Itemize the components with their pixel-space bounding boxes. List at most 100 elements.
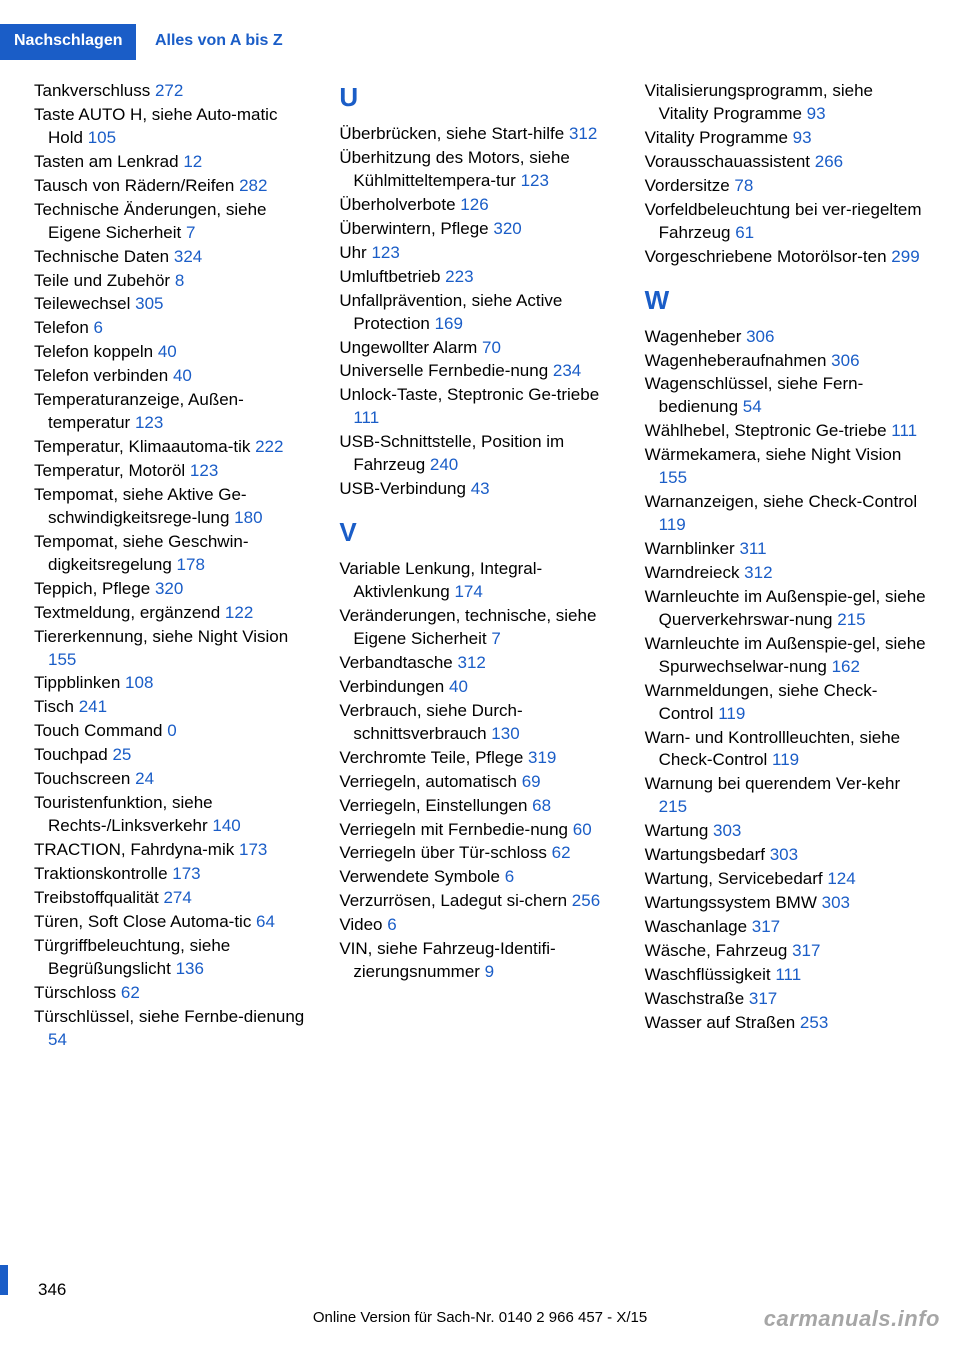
page-reference[interactable]: 60 (573, 820, 592, 839)
page-reference[interactable]: 317 (752, 917, 780, 936)
page-reference[interactable]: 173 (172, 864, 200, 883)
page-reference[interactable]: 6 (387, 915, 396, 934)
page-reference[interactable]: 93 (807, 104, 826, 123)
page-reference[interactable]: 317 (749, 989, 777, 1008)
page-reference[interactable]: 119 (772, 750, 799, 769)
page-reference[interactable]: 215 (659, 797, 687, 816)
page-reference[interactable]: 54 (743, 397, 762, 416)
page-reference[interactable]: 111 (353, 408, 379, 427)
page-reference[interactable]: 40 (158, 342, 177, 361)
page-reference[interactable]: 136 (176, 959, 204, 978)
page-reference[interactable]: 223 (445, 267, 473, 286)
page-reference[interactable]: 173 (239, 840, 267, 859)
index-entry: Wäsche, Fahrzeug 317 (645, 940, 926, 963)
page-reference[interactable]: 240 (430, 455, 458, 474)
page-reference[interactable]: 130 (491, 724, 519, 743)
page-reference[interactable]: 320 (155, 579, 183, 598)
page-reference[interactable]: 312 (744, 563, 772, 582)
page-reference[interactable]: 303 (770, 845, 798, 864)
page-reference[interactable]: 169 (435, 314, 463, 333)
page-reference[interactable]: 174 (454, 582, 482, 601)
page-reference[interactable]: 6 (505, 867, 514, 886)
page-reference[interactable]: 124 (827, 869, 855, 888)
page-reference[interactable]: 306 (746, 327, 774, 346)
page-reference[interactable]: 68 (532, 796, 551, 815)
page-reference[interactable]: 155 (659, 468, 687, 487)
page-reference[interactable]: 25 (112, 745, 131, 764)
page-reference[interactable]: 234 (553, 361, 581, 380)
page-reference[interactable]: 108 (125, 673, 153, 692)
page-reference[interactable]: 303 (713, 821, 741, 840)
page-reference[interactable]: 266 (815, 152, 843, 171)
index-entry: Türgriffbeleuchtung, siehe Begrüßungslic… (34, 935, 315, 981)
page-reference[interactable]: 274 (163, 888, 191, 907)
page-reference[interactable]: 7 (491, 629, 500, 648)
page-reference[interactable]: 12 (183, 152, 202, 171)
index-entry-text: Überholverbote (339, 195, 460, 214)
page-reference[interactable]: 126 (460, 195, 488, 214)
index-entry-text: Verbandtasche (339, 653, 457, 672)
page-reference[interactable]: 24 (135, 769, 154, 788)
page-reference[interactable]: 299 (891, 247, 919, 266)
page-reference[interactable]: 178 (177, 555, 205, 574)
page-reference[interactable]: 319 (528, 748, 556, 767)
page-reference[interactable]: 305 (135, 294, 163, 313)
page-reference[interactable]: 312 (569, 124, 597, 143)
page-reference[interactable]: 123 (521, 171, 549, 190)
page-reference[interactable]: 256 (572, 891, 600, 910)
page-reference[interactable]: 40 (449, 677, 468, 696)
page-reference[interactable]: 62 (552, 843, 571, 862)
page-reference[interactable]: 320 (493, 219, 521, 238)
page-reference[interactable]: 119 (659, 515, 686, 534)
index-entry: Tankverschluss 272 (34, 80, 315, 103)
page-reference[interactable]: 215 (837, 610, 865, 629)
page-reference[interactable]: 40 (173, 366, 192, 385)
index-entry: Verchromte Teile, Pflege 319 (339, 747, 620, 770)
page-reference[interactable]: 306 (831, 351, 859, 370)
page-reference[interactable]: 222 (255, 437, 283, 456)
page-reference[interactable]: 303 (822, 893, 850, 912)
page-reference[interactable]: 119 (718, 704, 745, 723)
page-reference[interactable]: 8 (175, 271, 184, 290)
page-reference[interactable]: 43 (471, 479, 490, 498)
page-reference[interactable]: 61 (735, 223, 754, 242)
page-reference[interactable]: 0 (167, 721, 176, 740)
page-reference[interactable]: 123 (135, 413, 163, 432)
index-entry-text: Warnblinker (645, 539, 740, 558)
page-reference[interactable]: 140 (212, 816, 240, 835)
page-reference[interactable]: 93 (793, 128, 812, 147)
page-reference[interactable]: 311 (739, 539, 766, 558)
page-reference[interactable]: 253 (800, 1013, 828, 1032)
page-reference[interactable]: 111 (891, 421, 917, 440)
page-reference[interactable]: 180 (234, 508, 262, 527)
page-reference[interactable]: 62 (121, 983, 140, 1002)
page-reference[interactable]: 6 (94, 318, 103, 337)
page-reference[interactable]: 317 (792, 941, 820, 960)
page-reference[interactable]: 64 (256, 912, 275, 931)
page-reference[interactable]: 155 (48, 650, 76, 669)
index-entry: Wasser auf Straßen 253 (645, 1012, 926, 1035)
page-reference[interactable]: 69 (522, 772, 541, 791)
page-reference[interactable]: 70 (482, 338, 501, 357)
page-reference[interactable]: 324 (174, 247, 202, 266)
index-entry: Überhitzung des Motors, siehe Kühlmittel… (339, 147, 620, 193)
index-entry: Uhr 123 (339, 242, 620, 265)
page-reference[interactable]: 54 (48, 1030, 67, 1049)
page-reference[interactable]: 312 (457, 653, 485, 672)
index-entry: Temperatur, Motoröl 123 (34, 460, 315, 483)
index-entry-text: Verzurrösen, Ladegut si‐chern (339, 891, 571, 910)
page-reference[interactable]: 123 (371, 243, 399, 262)
index-entry-text: Verbindungen (339, 677, 449, 696)
page-reference[interactable]: 122 (225, 603, 253, 622)
page-reference[interactable]: 123 (190, 461, 218, 480)
page-reference[interactable]: 7 (186, 223, 195, 242)
page-reference[interactable]: 272 (155, 81, 183, 100)
page-reference[interactable]: 241 (79, 697, 107, 716)
page-reference[interactable]: 105 (88, 128, 116, 147)
page-reference[interactable]: 282 (239, 176, 267, 195)
page-reference[interactable]: 162 (832, 657, 860, 676)
page-reference[interactable]: 9 (485, 962, 494, 981)
index-entry: Wartungsbedarf 303 (645, 844, 926, 867)
page-reference[interactable]: 111 (775, 965, 801, 984)
page-reference[interactable]: 78 (734, 176, 753, 195)
